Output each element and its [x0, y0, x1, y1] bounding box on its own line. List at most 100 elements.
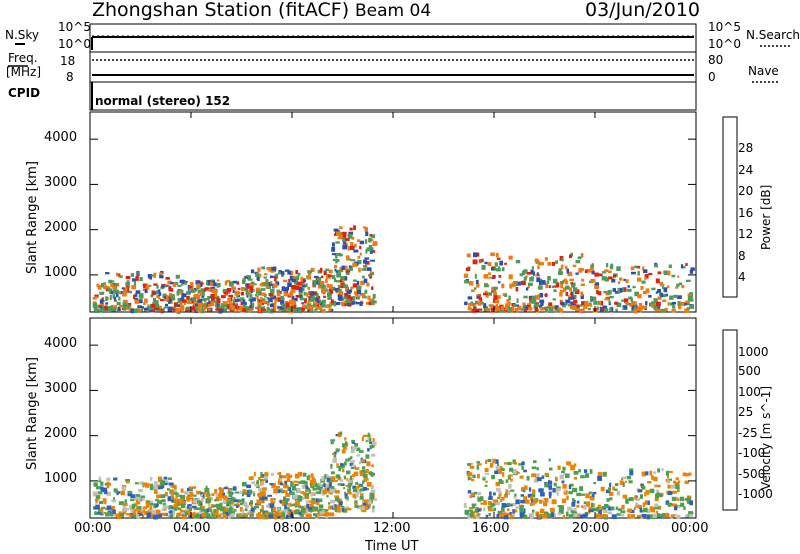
echo-cell [259, 283, 262, 287]
echo-cell [639, 307, 642, 313]
echo-cell [365, 239, 368, 244]
echo-cell [509, 514, 513, 520]
echo-cell [563, 489, 566, 493]
echo-cell [371, 234, 375, 239]
echo-cell [251, 481, 256, 485]
echo-cell [183, 302, 186, 305]
echo-cell [201, 512, 207, 517]
echo-cell [677, 295, 682, 299]
echo-cell [631, 306, 635, 311]
echo-cell [314, 308, 317, 313]
echo-cell [269, 512, 274, 517]
echo-cell [592, 491, 597, 495]
echo-cell [207, 492, 210, 495]
echo-cell [248, 298, 252, 301]
echo-cell [541, 475, 545, 479]
echo-cell [528, 487, 532, 491]
echo-cell [657, 271, 662, 275]
date-label: 03/Jun/2010 [585, 0, 701, 21]
echo-cell [166, 298, 169, 302]
echo-cell [283, 305, 287, 309]
echo-cell [348, 484, 351, 489]
echo-cell [655, 305, 661, 311]
echo-cell [370, 499, 373, 504]
echo-cell [180, 510, 185, 514]
echo-cell [637, 514, 642, 518]
echo-cell [344, 276, 348, 281]
echo-cell [359, 488, 364, 492]
echo-cell [326, 477, 331, 483]
echo-cell [127, 490, 133, 494]
echo-cell [108, 279, 113, 284]
echo-cell [305, 509, 309, 515]
echo-cell [270, 308, 275, 312]
echo-cell [324, 483, 329, 488]
echo-cell [468, 307, 473, 311]
echo-cell [232, 302, 235, 306]
echo-cell [321, 299, 326, 304]
echo-cell [284, 504, 287, 510]
echo-cell [327, 297, 332, 300]
echo-cell [113, 477, 118, 481]
echo-cell [334, 504, 337, 509]
echo-cell [493, 492, 496, 496]
echo-cell [572, 487, 578, 493]
echo-cell [498, 275, 502, 278]
echo-cell [94, 511, 98, 515]
echo-cell [128, 514, 132, 518]
echo-cell [234, 491, 240, 494]
echo-cell [342, 447, 347, 450]
echo-cell [187, 510, 192, 516]
echo-cell [557, 307, 562, 311]
echo-cell [160, 298, 165, 302]
freq-left-tick-top: 18 [60, 54, 76, 68]
echo-cell [234, 299, 238, 303]
echo-cell [343, 461, 347, 466]
echo-cell [100, 481, 104, 486]
echo-cell [522, 270, 526, 276]
echo-cell [97, 512, 101, 515]
echo-cell [667, 479, 670, 484]
echo-cell [620, 513, 625, 517]
echo-cell [557, 505, 563, 508]
echo-cell [147, 306, 150, 311]
echo-cell [338, 465, 344, 469]
echo-cell [220, 489, 223, 492]
echo-cell [351, 236, 355, 240]
echo-cell [686, 307, 691, 310]
echo-cell [325, 288, 328, 292]
echo-cell [175, 282, 179, 285]
echo-cell [222, 308, 227, 312]
echo-cell [247, 278, 253, 281]
echo-cell [495, 501, 500, 506]
echo-cell [493, 295, 498, 300]
xtick-label: 16:00 [472, 521, 510, 536]
echo-cell [286, 477, 291, 483]
echo-cell [359, 240, 365, 245]
echo-cell [285, 514, 289, 519]
echo-cell [140, 495, 146, 498]
echo-cell [563, 490, 568, 495]
echo-cell [171, 298, 176, 301]
echo-cell [255, 293, 258, 297]
echo-cell [230, 498, 234, 504]
echo-cell [279, 307, 284, 310]
echo-cell [354, 243, 357, 248]
echo-cell [250, 269, 255, 274]
echo-cell [112, 305, 117, 310]
echo-cell [686, 495, 691, 499]
echo-cell [558, 271, 563, 276]
echo-cell [365, 260, 370, 265]
echo-cell [651, 475, 654, 480]
echo-cell [515, 471, 520, 474]
beam-label: Beam 04 [355, 1, 432, 21]
echo-cell [369, 437, 372, 442]
echo-cell [321, 284, 326, 289]
echo-cell [522, 302, 526, 305]
echo-cell [238, 294, 240, 298]
echo-cell [95, 504, 100, 510]
echo-cell [284, 288, 289, 294]
echo-cell [189, 497, 194, 500]
echo-cell [345, 484, 350, 487]
echo-cell [97, 285, 102, 290]
